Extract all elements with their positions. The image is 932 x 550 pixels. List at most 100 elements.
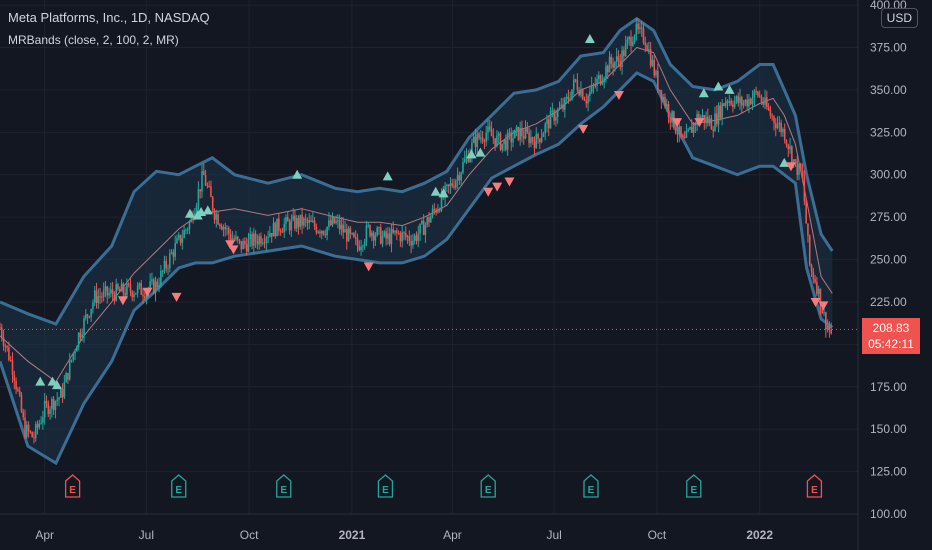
candle-body: [249, 233, 252, 240]
buy-signal-marker: [51, 380, 62, 390]
candle-body: [682, 135, 684, 137]
currency-button[interactable]: USD: [880, 8, 918, 28]
candle-body: [605, 66, 607, 79]
candle-body: [512, 138, 514, 143]
candle-body: [354, 237, 357, 239]
candle-body: [244, 240, 246, 245]
candle-body: [717, 105, 720, 125]
candle-body: [22, 411, 25, 418]
y-tick-label: 125.00: [870, 465, 907, 479]
sell-signal-marker: [578, 124, 589, 134]
earnings-icon[interactable]: E: [64, 474, 81, 498]
candle-body: [179, 234, 182, 243]
earnings-icon[interactable]: E: [806, 474, 823, 498]
candle-body: [185, 229, 187, 231]
candle-body: [521, 128, 523, 137]
candle-body: [678, 126, 681, 135]
candle-body: [576, 80, 579, 90]
candle-body: [571, 89, 573, 100]
candle-body: [771, 115, 773, 117]
candle-body: [0, 327, 1, 329]
candle-body: [581, 89, 584, 100]
x-tick-label: Oct: [648, 528, 667, 542]
candle-body: [135, 292, 137, 295]
candle-body: [488, 126, 491, 130]
candle-body: [333, 216, 336, 224]
candle-body: [651, 59, 654, 66]
candle-body: [626, 39, 629, 44]
candle-body: [819, 288, 822, 309]
y-tick-label: 225.00: [870, 295, 907, 309]
candle-body: [624, 43, 627, 57]
earnings-icon-letter: E: [690, 485, 697, 496]
candle-body: [503, 139, 505, 144]
earnings-icon[interactable]: E: [276, 474, 292, 498]
candle-body: [381, 236, 384, 244]
candle-body: [440, 192, 443, 211]
candle-body: [26, 424, 28, 437]
candle-body: [281, 231, 284, 233]
earnings-icon-letter: E: [588, 485, 595, 496]
candle-body: [143, 296, 146, 299]
candle-body: [272, 222, 275, 237]
candle-body: [365, 225, 368, 242]
candle-body: [805, 201, 807, 224]
earnings-icon[interactable]: E: [583, 474, 599, 498]
candle-body: [728, 100, 731, 103]
candle-body: [707, 116, 709, 124]
candle-body: [127, 283, 130, 285]
candle-body: [463, 158, 466, 163]
candle-body: [660, 90, 663, 101]
candle-body: [608, 56, 611, 73]
indicator-label[interactable]: MRBands (close, 2, 100, 2, MR): [8, 33, 179, 47]
candle-body: [424, 224, 427, 235]
candle-body: [530, 137, 532, 144]
candle-body: [689, 127, 691, 130]
buy-signal-marker: [475, 147, 486, 157]
x-tick-label: Jul: [139, 528, 154, 542]
candle-body: [335, 220, 337, 224]
candle-body: [514, 129, 516, 139]
candle-body: [546, 119, 548, 125]
candle-body: [428, 217, 430, 223]
candle-body: [426, 217, 429, 225]
candle-body: [497, 133, 500, 136]
candle-body: [233, 238, 235, 240]
earnings-icon[interactable]: E: [171, 474, 187, 498]
candle-body: [310, 220, 312, 222]
y-tick-label: 325.00: [870, 125, 907, 139]
candle-body: [6, 345, 8, 348]
candle-body: [721, 103, 723, 118]
candle-body: [253, 233, 255, 246]
candle-body: [412, 240, 414, 246]
candle-body: [347, 228, 350, 242]
candle-body: [9, 360, 12, 362]
candle-body: [33, 437, 35, 439]
candle-body: [655, 70, 657, 76]
candle-body: [710, 118, 713, 130]
candle-body: [510, 132, 513, 143]
candle-body: [433, 208, 436, 210]
candle-body: [102, 290, 105, 297]
earnings-icon[interactable]: E: [377, 474, 394, 498]
candle-body: [320, 231, 323, 234]
candle-body: [449, 183, 452, 187]
candle-body: [276, 218, 278, 237]
candle-body: [553, 110, 555, 121]
earnings-icon[interactable]: E: [480, 474, 496, 498]
candle-body: [219, 224, 221, 227]
earnings-icon[interactable]: E: [686, 474, 702, 498]
axes: 100.00125.00150.00175.00200.00225.00250.…: [0, 0, 907, 550]
candle-body: [562, 104, 564, 110]
candle-body: [669, 117, 672, 123]
candle-body: [342, 224, 344, 233]
candle-body: [492, 136, 495, 139]
candle-body: [741, 97, 743, 106]
sell-signal-marker: [142, 287, 153, 297]
candle-body: [506, 132, 509, 150]
candle-body: [742, 103, 745, 106]
candle-body: [93, 290, 96, 303]
candle-body: [642, 28, 645, 43]
